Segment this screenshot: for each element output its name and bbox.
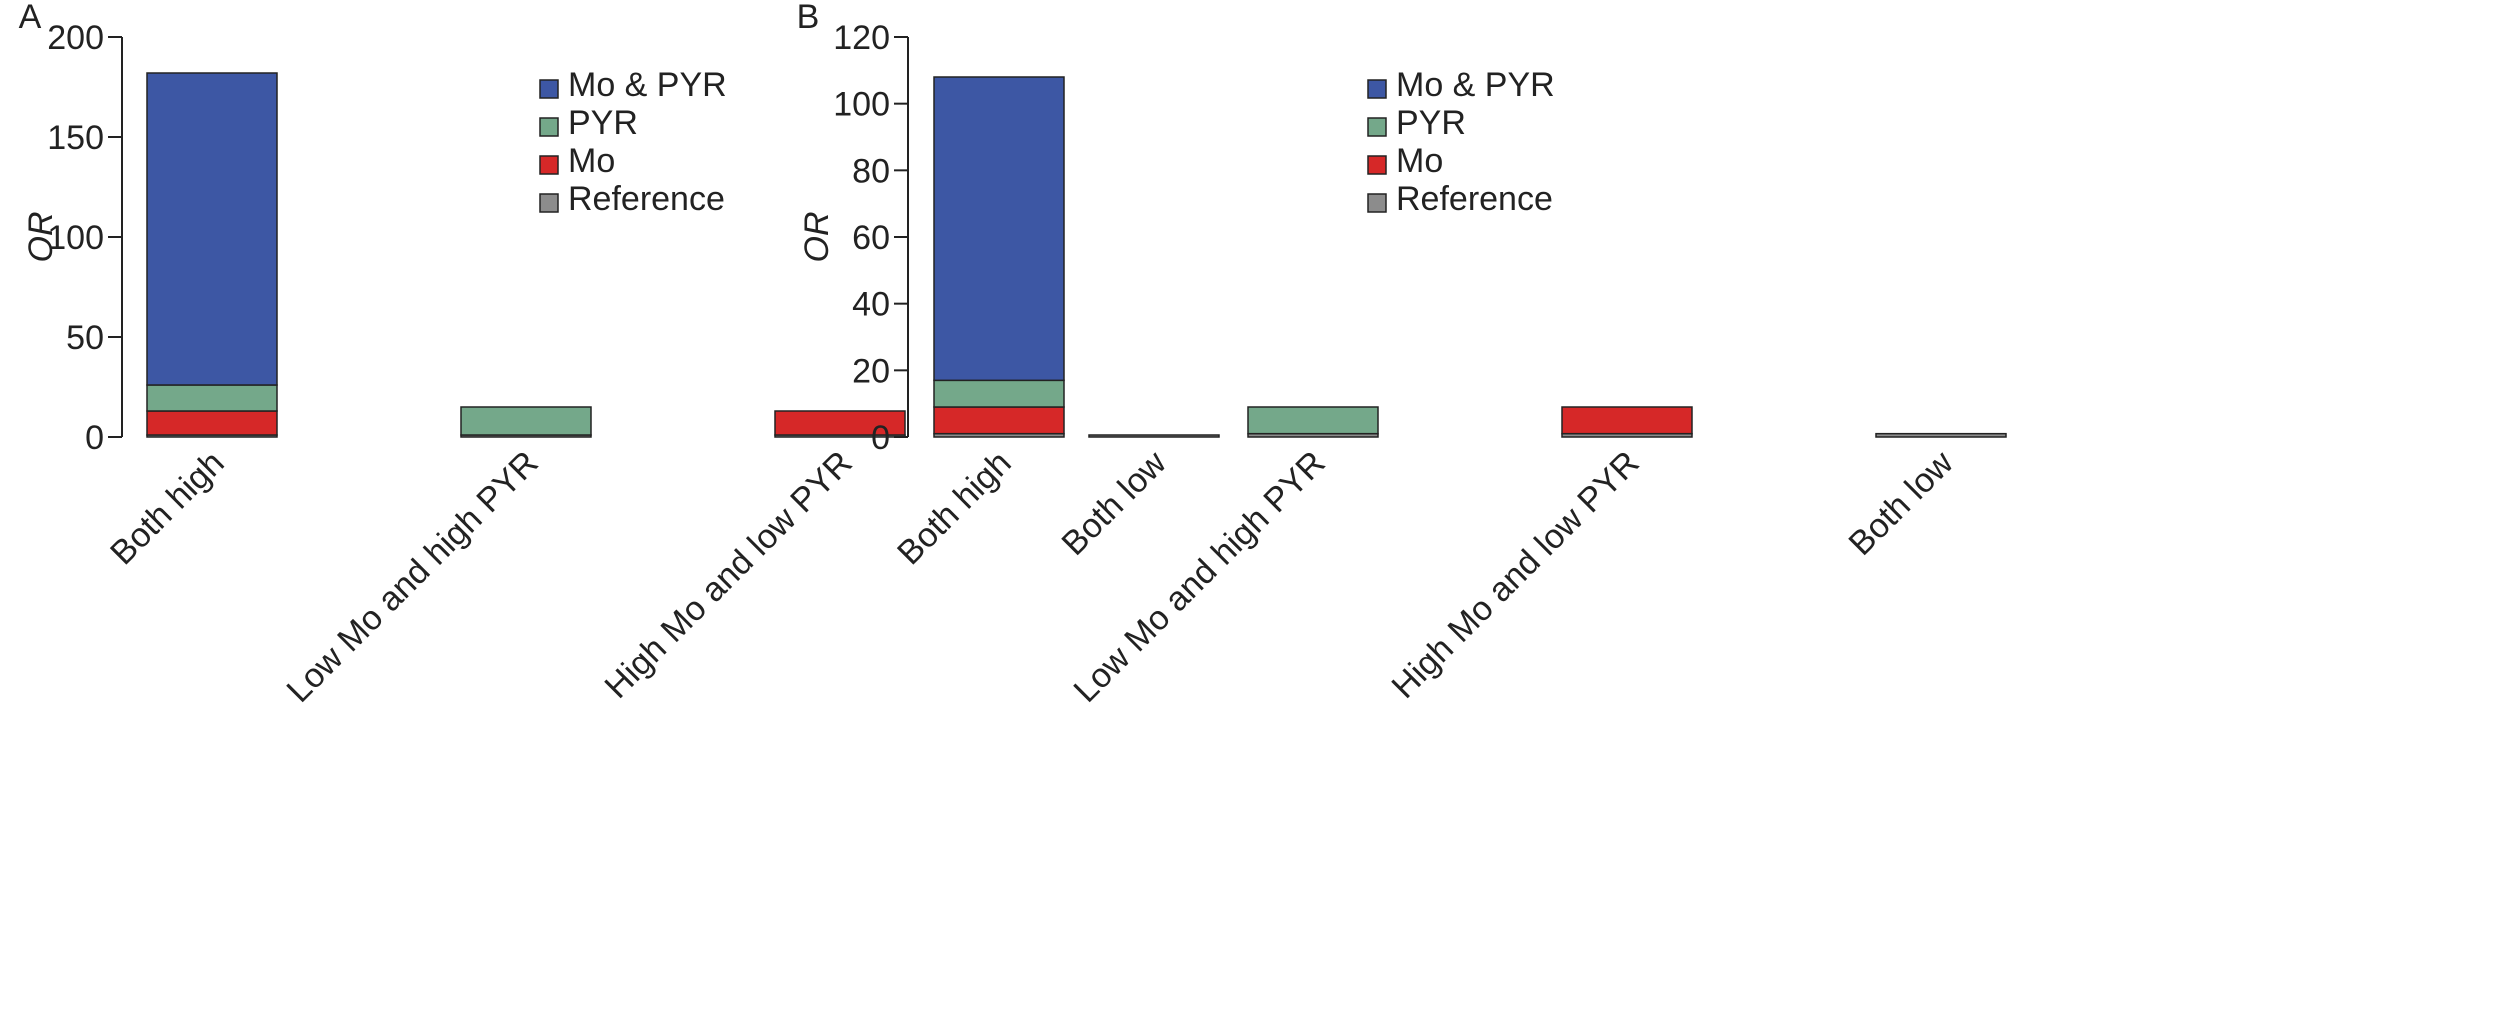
- bar-segment-mo-pyr: [933, 76, 1065, 382]
- legend-label: Reference: [568, 180, 725, 218]
- legend-label: Mo & PYR: [1396, 66, 1555, 104]
- category-label: High Mo and low PYR: [598, 444, 860, 706]
- y-tick-label: 40: [852, 286, 890, 324]
- legend-label: PYR: [568, 104, 638, 142]
- legend-swatch: [1367, 117, 1387, 137]
- y-tick-label: 20: [852, 352, 890, 390]
- category-label: Low Mo and high PYR: [280, 444, 546, 710]
- y-tick-label: 150: [47, 119, 104, 157]
- bar-segment-reference: [1875, 432, 2007, 438]
- y-tick-label: 120: [833, 19, 890, 57]
- legend-swatch: [1367, 155, 1387, 175]
- legend-swatch: [1367, 79, 1387, 99]
- y-tick-label: 80: [852, 152, 890, 190]
- legend-swatch: [1367, 193, 1387, 213]
- bar-segment-pyr: [1247, 406, 1379, 435]
- y-tick-label: 0: [871, 419, 890, 457]
- category-label: High Mo and low PYR: [1385, 444, 1647, 706]
- legend-label: Mo: [568, 142, 615, 180]
- legend-swatch: [539, 193, 559, 213]
- bar-segment-pyr: [146, 384, 278, 412]
- y-tick-label: 100: [833, 86, 890, 124]
- legend-swatch: [539, 117, 559, 137]
- legend-swatch: [539, 155, 559, 175]
- y-tick-label: 200: [47, 19, 104, 57]
- legend-label: Mo: [1396, 142, 1443, 180]
- bar-segment-mo: [933, 406, 1065, 435]
- bar-segment-reference: [1088, 434, 1220, 438]
- bar-segment-mo: [1561, 406, 1693, 435]
- bar-segment-mo: [146, 410, 278, 436]
- category-label: Both low: [1842, 443, 1961, 562]
- category-label: Both low: [1055, 443, 1174, 562]
- y-tick-label: 100: [47, 219, 104, 257]
- y-tick-label: 60: [852, 219, 890, 257]
- legend-swatch: [539, 79, 559, 99]
- y-axis-title: OR: [798, 212, 836, 263]
- legend-label: Reference: [1396, 180, 1553, 218]
- bar-segment-pyr: [933, 379, 1065, 408]
- y-tick-label: 50: [66, 319, 104, 357]
- bar-segment-mo: [774, 410, 906, 436]
- y-axis-title: OR: [22, 212, 60, 263]
- bar-segment-pyr: [460, 406, 592, 436]
- y-tick-label: 0: [85, 419, 104, 457]
- legend-label: PYR: [1396, 104, 1466, 142]
- category-label: Both high: [103, 444, 231, 572]
- bar-segment-mo-pyr: [146, 72, 278, 386]
- panel-label: B: [797, 0, 820, 36]
- panel-label: A: [19, 0, 42, 36]
- legend-label: Mo & PYR: [568, 66, 727, 104]
- category-label: Both high: [890, 444, 1018, 572]
